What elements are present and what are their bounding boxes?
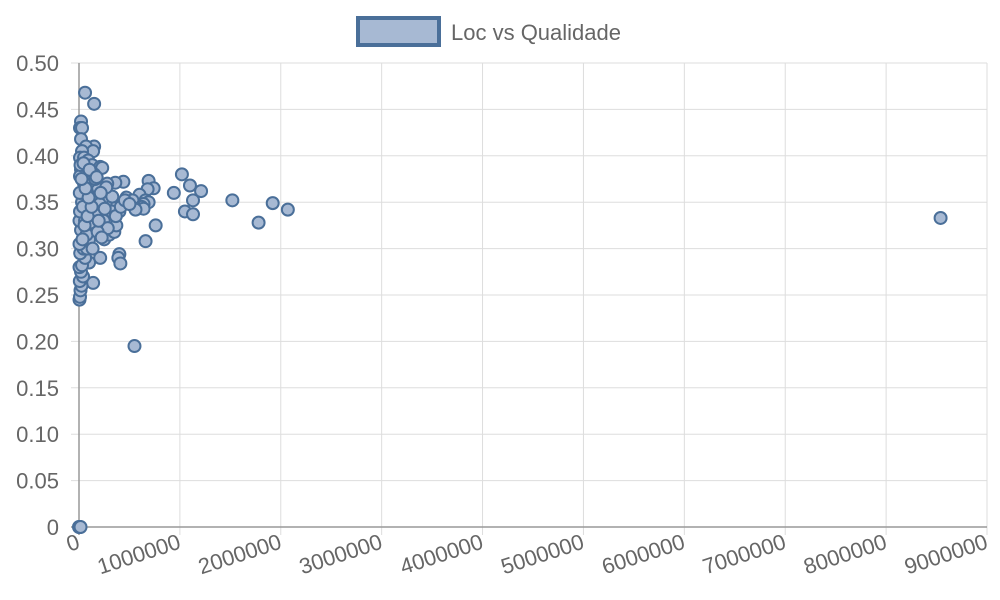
data-point: [91, 213, 106, 228]
data-point: [94, 230, 109, 245]
grid: [71, 62, 988, 535]
x-tick-label: 5000000: [498, 529, 587, 579]
data-point: [251, 215, 266, 230]
y-tick-label: 0.30: [16, 237, 59, 262]
data-point: [265, 196, 280, 211]
x-tick-label: 4000000: [397, 529, 486, 579]
x-tick-label: 1000000: [94, 529, 183, 579]
data-point: [74, 172, 89, 186]
data-point: [97, 201, 112, 216]
data-point: [73, 520, 88, 534]
legend-label: Loc vs Qualidade: [451, 20, 621, 45]
x-tick-label: 8000000: [800, 529, 889, 579]
data-point: [127, 339, 142, 354]
y-tick-label: 0: [47, 515, 59, 540]
data-points: [72, 85, 948, 534]
x-tick-label: 9000000: [901, 529, 990, 579]
x-tick-label: 7000000: [700, 529, 789, 579]
y-tick-label: 0.20: [16, 329, 59, 354]
data-point: [113, 256, 128, 271]
x-tick-label: 3000000: [296, 529, 385, 579]
y-tick-label: 0.05: [16, 469, 59, 494]
data-point: [122, 197, 137, 212]
data-point: [93, 185, 108, 200]
data-point: [194, 184, 209, 199]
x-tick-label: 6000000: [599, 529, 688, 579]
data-point: [89, 170, 104, 185]
y-tick-label: 0.50: [16, 51, 59, 76]
data-point: [182, 178, 197, 193]
legend[interactable]: Loc vs Qualidade: [356, 16, 621, 47]
data-point: [225, 193, 240, 208]
axes: [71, 63, 987, 535]
y-tick-label: 0.25: [16, 283, 59, 308]
x-tick-labels: 0 1000000 2000000 3000000 4000000 5000000 6000…: [63, 529, 990, 579]
data-point: [78, 85, 93, 100]
data-point: [75, 232, 90, 247]
y-tick-label: 0.10: [16, 422, 59, 447]
data-point: [186, 193, 201, 208]
data-point: [85, 241, 100, 256]
y-tick-label: 0.40: [16, 144, 59, 169]
data-point: [138, 234, 153, 249]
data-point: [87, 96, 102, 111]
y-tick-labels: 0 0.05 0.10 0.15 0.20 0.25 0.30 0.35 0.40 0.45 0.5…: [16, 51, 59, 540]
data-point: [166, 185, 181, 200]
legend-swatch: [356, 16, 441, 47]
data-point: [174, 167, 189, 182]
data-point: [75, 120, 90, 135]
data-point: [933, 210, 948, 225]
y-tick-label: 0.15: [16, 376, 59, 401]
data-point: [280, 202, 295, 217]
y-tick-label: 0.35: [16, 190, 59, 215]
data-point: [148, 218, 163, 233]
y-tick-label: 0.45: [16, 97, 59, 122]
x-tick-label: 2000000: [195, 529, 284, 579]
data-point: [186, 207, 201, 222]
